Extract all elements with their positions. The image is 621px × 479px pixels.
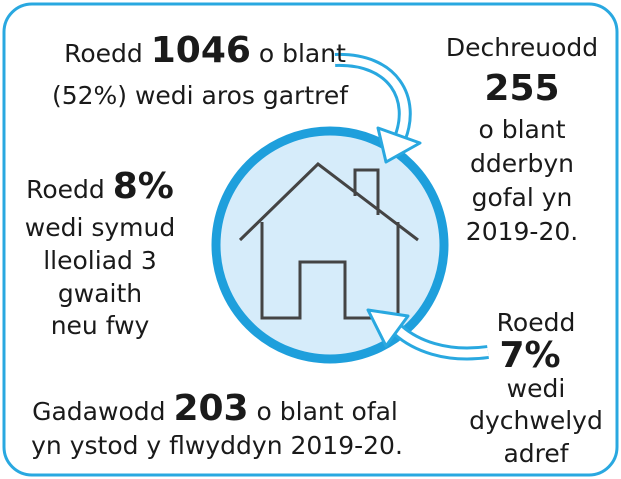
bottom-right-lead: Roedd [497,308,576,337]
top-right-line: o blant [478,115,565,144]
arrow-bottom [366,308,489,361]
top-right-line: 2019-20. [466,217,578,246]
top-left-line1: Roedd 1046 o blant [64,30,346,71]
circle [211,126,449,364]
bottom-left-line1: Gadawodd 203 o blant ofal [32,388,398,429]
left-line: gwaith [58,279,142,308]
bottom-left-line2: yn ystod y flwyddyn 2019-20. [31,431,403,460]
top-right-number: 255 [484,68,559,109]
top-right-lead: Dechreuodd [446,33,598,62]
left-line: lleoliad 3 [43,246,157,275]
left-line: wedi symud [25,213,175,242]
arrow-top [334,52,422,164]
bottom-right-line: dychwelyd [469,406,603,435]
top-left-line2: (52%) wedi aros gartref [52,81,349,110]
left-line: neu fwy [51,311,150,340]
top-right-line: dderbyn [470,149,574,178]
bottom-right-line: wedi [507,374,566,403]
bottom-right-number: 7% [499,335,560,376]
top-right-line: gofal yn [472,183,573,212]
bottom-right-line: adref [503,439,569,468]
left-line1: Roedd 8% [26,166,174,207]
